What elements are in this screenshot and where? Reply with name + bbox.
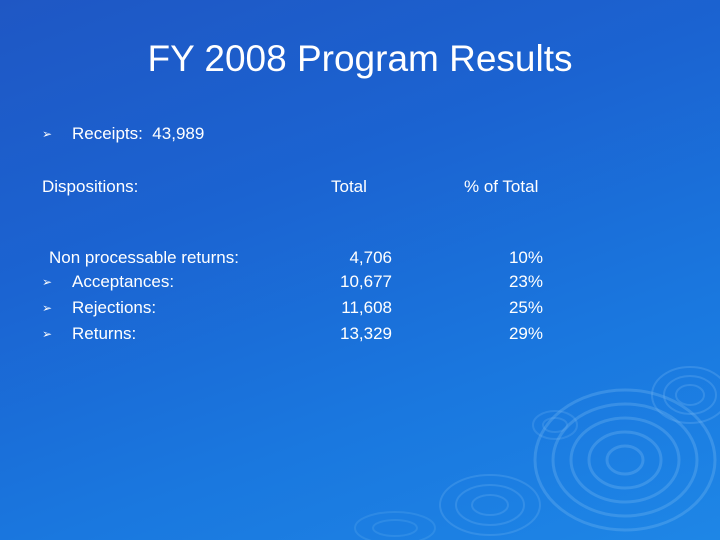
- arrow-bullet-icon: ➢: [42, 327, 53, 341]
- row-total-returns: 13,329: [340, 324, 392, 343]
- dispositions-label: Dispositions:: [42, 177, 139, 196]
- arrow-bullet-icon: ➢: [42, 275, 53, 289]
- row-percent-returns: 29%: [508, 324, 543, 343]
- receipts-text: Receipts: 43,989: [72, 124, 205, 143]
- total-column-header: Total: [331, 177, 367, 196]
- row-label-non-processable: Non processable returns:: [49, 248, 239, 267]
- arrow-bullet-icon: ➢: [42, 127, 53, 141]
- row-percent-rejections: 25%: [508, 298, 543, 317]
- row-label-acceptances: Acceptances:: [72, 272, 175, 291]
- row-label-rejections: Rejections:: [72, 298, 157, 317]
- slide-title: FY 2008 Program Results: [147, 38, 573, 79]
- arrow-bullet-icon: ➢: [42, 301, 53, 315]
- percent-column-header: % of Total: [464, 177, 539, 196]
- row-percent-non-processable: 10%: [508, 248, 543, 267]
- row-percent-acceptances: 23%: [508, 272, 543, 291]
- row-total-rejections: 11,608: [341, 298, 392, 317]
- row-label-returns: Returns:: [72, 324, 137, 343]
- row-total-non-processable: 4,706: [349, 248, 392, 267]
- row-total-acceptances: 10,677: [340, 272, 392, 291]
